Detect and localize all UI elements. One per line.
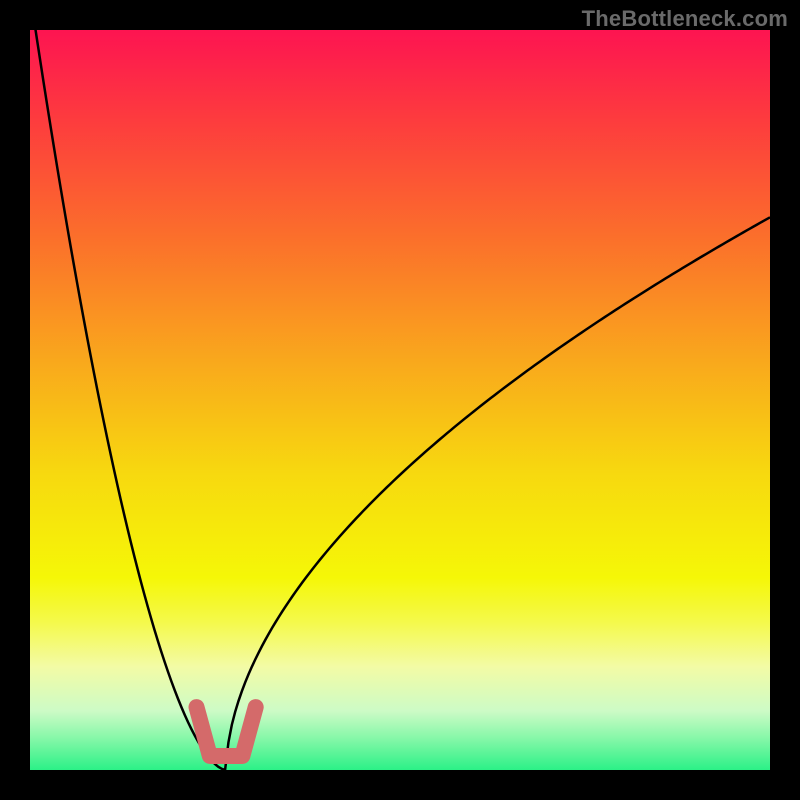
watermark-text: TheBottleneck.com [582, 6, 788, 32]
plot-area [30, 30, 770, 770]
plot-background [30, 30, 770, 770]
chart-frame: TheBottleneck.com [0, 0, 800, 800]
plot-svg [30, 30, 770, 770]
